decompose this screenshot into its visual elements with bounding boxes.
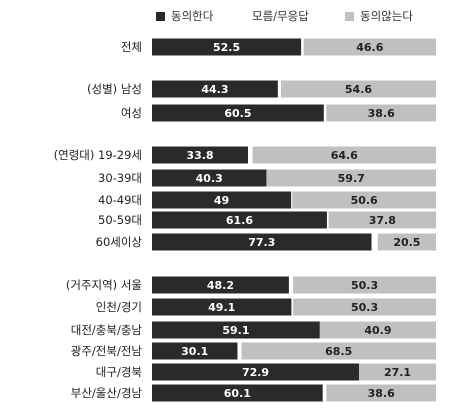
row-label-text: 광주/전북/전남	[71, 344, 143, 358]
bar-agree	[152, 191, 292, 209]
data-label-disagree: 40.9	[364, 324, 391, 337]
row-label-text: 50-59대	[98, 213, 142, 227]
bar-agree	[152, 104, 324, 122]
data-label-disagree: 38.6	[368, 387, 395, 400]
bar-disagree	[280, 80, 436, 98]
bar-disagree	[326, 104, 436, 122]
row-label: 30-39대	[98, 171, 142, 185]
bar-agree	[152, 233, 372, 251]
row-label: 부산/울산/경남	[71, 386, 143, 400]
row-label-text: 대구/경북	[96, 365, 142, 379]
row-label: 인천/경기	[96, 300, 142, 314]
data-label-agree: 44.3	[201, 83, 228, 96]
data-label-agree: 52.5	[213, 41, 240, 54]
data-label-agree: 40.3	[196, 172, 223, 185]
bar-disagree	[303, 38, 436, 56]
legend-label-agree: 동의한다	[171, 9, 214, 23]
data-label-disagree: 37.8	[369, 214, 396, 227]
data-label-agree: 60.1	[224, 387, 251, 400]
row-label: 전체	[121, 40, 142, 54]
data-label-agree: 33.8	[186, 149, 213, 162]
row-label: (연령대) 19-29세	[54, 148, 142, 162]
data-label-agree: 49	[214, 194, 229, 207]
data-label-disagree: 59.7	[338, 172, 365, 185]
row-label-text: 부산/울산/경남	[71, 386, 143, 400]
bar-agree	[152, 146, 248, 164]
row-group-label: (연령대)	[54, 148, 98, 162]
data-label-agree: 48.2	[207, 279, 234, 292]
row-label: 40-49대	[98, 193, 142, 207]
bar-disagree	[292, 191, 436, 209]
data-label-disagree: 50.3	[351, 301, 378, 314]
legend-item-agree: 동의한다	[156, 8, 213, 24]
row-label-text: 30-39대	[98, 171, 142, 185]
data-label-disagree: 20.5	[393, 236, 420, 249]
row-label: 여성	[121, 106, 142, 120]
row-label: (성별) 남성	[87, 82, 142, 96]
bar-disagree	[326, 384, 436, 402]
data-label-disagree: 46.6	[356, 41, 383, 54]
data-label-disagree: 27.1	[384, 366, 411, 379]
data-label-agree: 77.3	[248, 236, 275, 249]
row-label: 대구/경북	[96, 365, 142, 379]
legend-swatch-agree	[156, 11, 165, 21]
bar-disagree	[293, 298, 436, 316]
row-group-label: (거주지역)	[66, 278, 121, 292]
bar-disagree	[328, 211, 436, 229]
bar-agree	[152, 342, 238, 360]
data-label-disagree: 68.5	[325, 345, 352, 358]
bar-disagree	[359, 363, 436, 381]
row-label-text: 남성	[121, 82, 142, 96]
bar-agree	[152, 276, 289, 294]
bar-agree	[152, 321, 320, 339]
row-label-text: 전체	[121, 40, 142, 54]
legend-swatch-disagree	[345, 11, 354, 21]
data-label-agree: 72.9	[242, 366, 269, 379]
row-label: 광주/전북/전남	[71, 344, 143, 358]
data-label-agree: 61.6	[226, 214, 253, 227]
bar-agree	[152, 80, 278, 98]
bar-agree	[152, 384, 323, 402]
bar-disagree	[241, 342, 436, 360]
bar-agree	[152, 298, 292, 316]
row-group-label: (성별)	[87, 82, 121, 96]
row-label: 50-59대	[98, 213, 142, 227]
row-label-text: 대전/충북/충남	[71, 323, 143, 337]
bar-agree	[152, 363, 360, 381]
data-label-agree: 30.1	[181, 345, 208, 358]
bar-disagree	[377, 233, 436, 251]
row-label-text: 인천/경기	[96, 300, 142, 314]
data-label-agree: 59.1	[222, 324, 249, 337]
bar-disagree	[252, 146, 436, 164]
legend-item-no-response: 모름/무응답	[252, 8, 309, 24]
row-label-text: 40-49대	[98, 193, 142, 207]
row-label-text: 19-29세	[98, 148, 142, 162]
row-label: (거주지역) 서울	[66, 278, 142, 292]
bar-disagree	[266, 169, 436, 187]
data-label-disagree: 50.3	[351, 279, 378, 292]
bar-agree	[152, 38, 302, 56]
row-label-text: 서울	[121, 278, 142, 292]
bar-disagree	[293, 276, 436, 294]
legend: 동의한다 모름/무응답 동의않는다	[0, 8, 454, 28]
data-label-disagree: 38.6	[368, 107, 395, 120]
legend-label-no-response: 모름/무응답	[252, 9, 309, 23]
data-label-disagree: 64.6	[331, 149, 358, 162]
row-label: 대전/충북/충남	[71, 323, 143, 337]
legend-item-disagree: 동의않는다	[345, 8, 413, 24]
legend-label-disagree: 동의않는다	[360, 9, 413, 23]
row-label-text: 60세이상	[96, 235, 143, 249]
row-label-text: 여성	[121, 106, 142, 120]
bar-agree	[152, 211, 327, 229]
row-label: 60세이상	[96, 235, 143, 249]
bar-agree	[152, 169, 267, 187]
data-label-agree: 60.5	[224, 107, 251, 120]
bar-disagree	[319, 321, 436, 339]
data-label-disagree: 54.6	[345, 83, 372, 96]
data-label-agree: 49.1	[208, 301, 235, 314]
data-label-disagree: 50.6	[351, 194, 378, 207]
